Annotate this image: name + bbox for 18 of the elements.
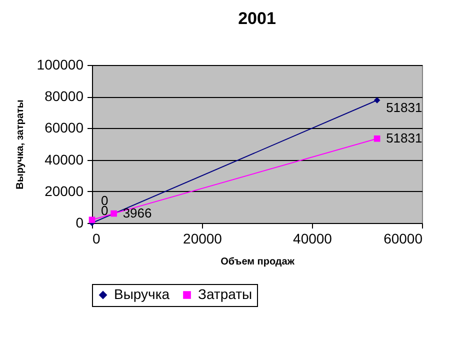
- chart-title: 2001: [238, 9, 276, 28]
- y-axis-title: Выручка, затраты: [14, 100, 26, 190]
- x-tick-label: 20000: [183, 230, 222, 246]
- y-tick-label: 40000: [44, 151, 84, 168]
- y-tick-label: 100000: [36, 56, 84, 72]
- x-tick-label: 0: [92, 230, 100, 246]
- y-tick-label: 0: [76, 214, 84, 230]
- x-tick-label: 60000: [384, 230, 423, 246]
- annotation: 3966: [122, 206, 152, 221]
- annotation: 51831: [386, 100, 422, 116]
- y-tick-label: 80000: [44, 88, 84, 104]
- legend-label: Выручка: [114, 286, 170, 302]
- annotation: 51831: [386, 130, 422, 146]
- y-tick-label: 20000: [44, 182, 84, 199]
- legend-label: Затраты: [198, 286, 252, 302]
- y-tick-label: 60000: [44, 120, 84, 136]
- x-tick-label: 40000: [293, 230, 332, 246]
- x-axis-title: Объем продаж: [220, 256, 296, 268]
